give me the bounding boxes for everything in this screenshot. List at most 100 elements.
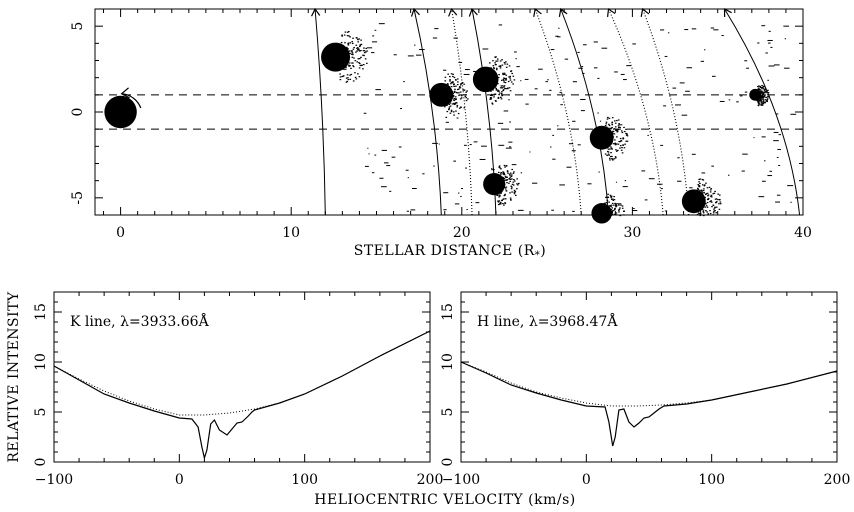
- clump-particle: [767, 94, 770, 96]
- clump-particle: [706, 206, 709, 208]
- rotation-arrow: [122, 93, 142, 109]
- clump-particle: [719, 201, 722, 203]
- clump-particle: [758, 91, 761, 93]
- clump-particle: [609, 129, 611, 132]
- clump-particle: [606, 202, 608, 204]
- clump-particle: [611, 122, 613, 124]
- clump-particle: [503, 172, 505, 175]
- clump-particle: [701, 184, 704, 186]
- stray-particle: [660, 188, 663, 190]
- y-tick-label: 10: [33, 353, 49, 371]
- clump-particle: [503, 86, 505, 88]
- clump-particle: [611, 214, 614, 216]
- clump-particle: [344, 48, 346, 50]
- clump-particle: [499, 195, 501, 197]
- clump-particle: [759, 99, 761, 101]
- stray-particle: [371, 52, 375, 54]
- clump-particle: [509, 174, 511, 176]
- stray-particle: [620, 73, 625, 75]
- clump-particle: [513, 180, 516, 182]
- clump-particle: [502, 89, 505, 92]
- clump-particle: [346, 47, 348, 49]
- stray-particle: [614, 71, 618, 73]
- clump-particle: [355, 78, 358, 80]
- stray-particle: [513, 51, 517, 53]
- clump-particle: [604, 125, 607, 127]
- clump-particle: [610, 133, 613, 135]
- clump-particle: [450, 100, 453, 102]
- clump-particle: [351, 41, 354, 43]
- clump-particle: [450, 73, 453, 75]
- clump-particle: [495, 60, 497, 62]
- stray-particle: [389, 190, 392, 192]
- clump-particle: [709, 212, 712, 215]
- stray-particle: [784, 38, 787, 40]
- clump-particle: [696, 213, 699, 216]
- clump-particle: [767, 92, 770, 94]
- clump-particle: [504, 87, 506, 90]
- clump-particle: [764, 88, 767, 90]
- clump-particle: [615, 129, 618, 131]
- stray-particle: [458, 61, 463, 63]
- clump-particle: [710, 194, 713, 196]
- clump-particle: [699, 178, 702, 180]
- clump-particle: [349, 36, 351, 38]
- stray-particle: [557, 36, 561, 38]
- clump-particle: [500, 171, 503, 174]
- clump-core-2: [472, 66, 499, 93]
- stray-particle: [744, 91, 748, 93]
- clump-particle: [611, 198, 614, 200]
- stray-particle: [371, 172, 375, 174]
- clump-particle: [362, 68, 364, 70]
- clump-particle: [763, 95, 766, 97]
- clump-particle: [517, 184, 519, 186]
- stray-particle: [379, 177, 384, 179]
- clump-particle: [612, 199, 615, 201]
- stray-particle: [524, 78, 529, 80]
- stray-particle: [572, 81, 577, 83]
- stray-particle: [364, 165, 369, 167]
- stray-particle: [741, 170, 745, 172]
- clump-particle: [516, 178, 519, 180]
- clump-particle: [512, 83, 514, 85]
- clump-particle: [501, 64, 504, 66]
- clump-particle: [444, 106, 446, 108]
- clump-particle: [351, 42, 354, 45]
- stray-particle: [497, 122, 504, 124]
- clump-5: [591, 193, 625, 224]
- stray-particle: [727, 174, 730, 176]
- clump-particle: [766, 99, 768, 101]
- clump-particle: [760, 97, 762, 100]
- stray-particle: [498, 24, 503, 26]
- clump-particle: [503, 183, 506, 186]
- clump-particle: [503, 185, 505, 187]
- clump-particle: [457, 112, 460, 115]
- clump-particle: [512, 181, 515, 183]
- clump-particle: [489, 97, 492, 99]
- clump-particle: [488, 62, 491, 64]
- clump-particle: [761, 103, 764, 105]
- stray-particle: [684, 29, 689, 31]
- clump-particle: [760, 98, 762, 101]
- clump-particle: [510, 70, 513, 72]
- clump-particle: [707, 214, 709, 216]
- clump-particle: [494, 100, 497, 102]
- stray-particle: [416, 54, 422, 56]
- clump-particle: [765, 90, 767, 93]
- clump-particle: [514, 191, 517, 193]
- stray-particle: [558, 27, 560, 29]
- k-line-panel: −100 0 100 200 0 5 10 15 K line, λ=3933.66Å: [33, 291, 443, 488]
- clump-particle: [454, 103, 457, 105]
- clump-particle: [760, 100, 763, 102]
- clump-particle: [494, 93, 497, 95]
- stray-particle: [552, 134, 555, 136]
- stray-particle: [505, 147, 512, 149]
- clump-particle: [758, 88, 761, 91]
- clump-particle: [460, 83, 462, 85]
- clump-particle: [701, 191, 703, 193]
- clump-particle: [355, 37, 358, 39]
- clump-particle: [353, 46, 355, 49]
- clump-particle: [513, 189, 516, 192]
- clump-particle: [696, 189, 699, 191]
- clump-particle: [610, 152, 612, 154]
